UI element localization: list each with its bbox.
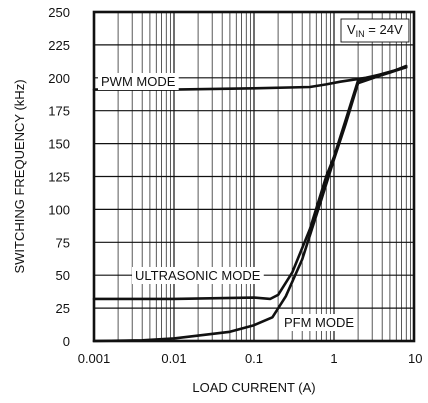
y-tick-label: 225	[48, 38, 70, 53]
y-tick-label: 125	[48, 170, 70, 185]
y-tick-label: 25	[56, 301, 70, 316]
y-tick-labels: 0 25 50 75 100 125 150 175 200 225 250	[48, 5, 70, 349]
y-tick-label: 150	[48, 137, 70, 152]
pfm-label-background	[281, 314, 358, 331]
x-tick-label: 10	[408, 351, 422, 366]
x-tick-label: 0.01	[161, 351, 186, 366]
y-tick-label: 0	[63, 334, 70, 349]
ultrasonic-label-background	[132, 267, 264, 284]
y-axis-title: SWITCHING FREQUENCY (kHz)	[12, 79, 27, 273]
y-tick-label: 175	[48, 104, 70, 119]
vin-badge: VIN = 24V	[347, 22, 403, 39]
vin-subscript: IN	[356, 29, 365, 39]
y-tick-label: 75	[56, 235, 70, 250]
x-axis-title: LOAD CURRENT (A)	[192, 380, 315, 395]
pwm-mode-label: PWM MODE	[101, 74, 176, 89]
plot-frame	[92, 10, 416, 343]
y-tick-label: 250	[48, 5, 70, 20]
ultrasonic-mode-label: ULTRASONIC MODE	[135, 268, 261, 283]
y-tick-label: 100	[48, 202, 70, 217]
series-line-ultrasonic-mode	[92, 66, 408, 301]
x-tick-label: 0.1	[245, 351, 263, 366]
y-tick-label: 50	[56, 268, 70, 283]
x-tick-label: 0.001	[78, 351, 111, 366]
vin-prefix: V	[347, 22, 356, 37]
series-layer	[92, 64, 408, 343]
y-tick-label: 200	[48, 71, 70, 86]
x-tick-label: 1	[330, 351, 337, 366]
x-tick-labels: 0.001 0.01 0.1 1 10	[78, 351, 423, 366]
vin-suffix: = 24V	[365, 22, 403, 37]
series-line-pfm-mode	[92, 66, 408, 343]
plot-grid	[93, 12, 414, 341]
pwm-label-background	[98, 73, 179, 90]
vin-badge-box	[340, 18, 410, 43]
annotation-layer: PWM MODE ULTRASONIC MODE PFM MODE VIN = …	[98, 18, 410, 331]
pfm-mode-label: PFM MODE	[284, 315, 354, 330]
